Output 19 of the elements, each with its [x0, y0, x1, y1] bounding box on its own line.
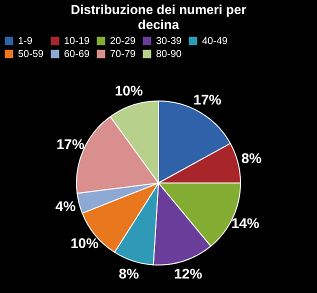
data-label: 8% [241, 150, 262, 166]
legend-label: 70-79 [110, 49, 136, 60]
data-label: 17% [193, 91, 222, 108]
legend-label: 20-29 [110, 36, 136, 47]
legend-label: 10-19 [64, 36, 90, 47]
chart-title: Distribuzione dei numeri per decina [70, 2, 246, 32]
legend-label: 60-69 [64, 49, 90, 60]
data-label: 4% [55, 198, 76, 214]
legend-label: 50-59 [18, 49, 44, 60]
data-label: 17% [56, 136, 85, 152]
legend-label: 1-9 [18, 36, 33, 47]
data-label: 14% [231, 214, 260, 231]
data-label: 8% [118, 265, 140, 282]
legend-label: 30-39 [156, 36, 182, 47]
legend-label: 40-49 [202, 36, 228, 47]
data-label: 12% [174, 265, 203, 282]
legend-label: 80-90 [156, 49, 182, 60]
data-label: 10% [114, 82, 144, 99]
data-label: 10% [70, 235, 100, 252]
